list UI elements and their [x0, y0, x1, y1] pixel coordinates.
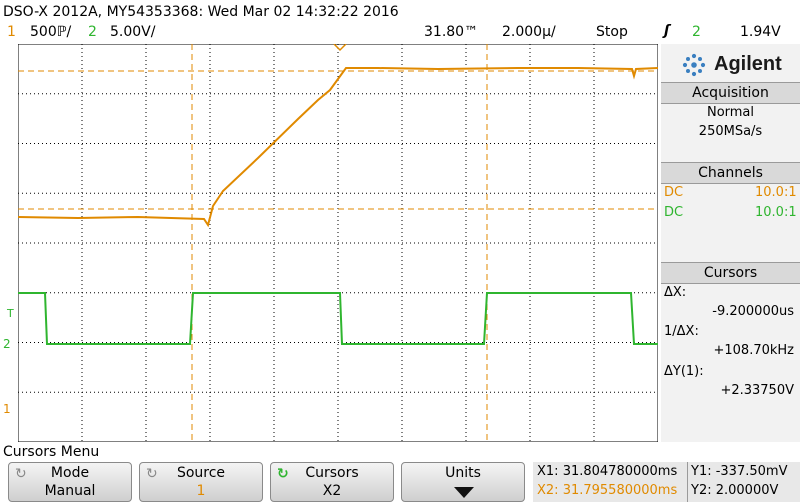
source-softkey[interactable]: ↻ Source 1 — [139, 462, 263, 502]
cursors-softkey[interactable]: ↻ Cursors X2 — [270, 462, 394, 502]
y1-readout: Y1: -337.50mV — [691, 464, 788, 479]
side-panel: Agilent Acquisition Normal 250MSa/s Chan… — [661, 44, 800, 442]
menu-title: Cursors Menu — [3, 444, 100, 460]
source-softkey-label: Source — [176, 465, 226, 481]
cursors-title[interactable]: Cursors — [661, 262, 800, 284]
rotate-knob-icon: ↻ — [146, 466, 158, 482]
ch1-number: 1 — [7, 24, 16, 40]
y2-readout: Y2: 2.00000V — [691, 483, 779, 498]
scope-title: DSO-X 2012A, MY54353368: Wed Mar 02 14:3… — [3, 4, 399, 20]
cursors-softkey-value: X2 — [322, 483, 342, 499]
ch1-ground-marker[interactable]: 1 — [3, 402, 11, 416]
x1-readout: X1: 31.804780000ms — [537, 464, 678, 479]
agilent-spark-icon — [682, 53, 706, 77]
inverse-delta-x-value: +108.70kHz — [713, 343, 794, 358]
agilent-logo: Agilent — [681, 50, 791, 78]
delta-x-value: -9.200000us — [712, 304, 794, 319]
acquisition-title[interactable]: Acquisition — [661, 82, 800, 104]
run-state: Stop — [596, 24, 628, 40]
acquisition-mode: Normal — [706, 105, 755, 120]
units-softkey-label: Units — [445, 465, 481, 481]
mode-softkey-value: Manual — [44, 483, 96, 499]
delta-x-label: ΔX: — [664, 285, 687, 300]
ch1-coupling: DC — [664, 185, 684, 200]
mode-softkey-label: Mode — [50, 465, 90, 481]
readout-divider — [687, 462, 688, 502]
ch1-scale: 500ℙ/ — [30, 24, 72, 40]
cursors-softkey-label: Cursors — [305, 465, 359, 481]
delta-y-label: ΔY(1): — [664, 364, 704, 379]
units-softkey[interactable]: Units — [401, 462, 525, 502]
time-offset: 31.80™ — [424, 24, 479, 40]
submenu-arrow-icon — [454, 487, 474, 498]
ch2-trace — [18, 292, 658, 345]
source-softkey-value: 1 — [196, 483, 206, 499]
acquisition-rate: 250MSa/s — [698, 124, 763, 139]
trigger-position-marker — [333, 44, 347, 52]
channels-title[interactable]: Channels — [661, 162, 800, 184]
active-knob-icon: ↻ — [277, 466, 289, 482]
trigger-level-marker: T — [7, 307, 14, 320]
ch1-probe: 10.0:1 — [755, 185, 797, 200]
mode-softkey[interactable]: ↻ Mode Manual — [8, 462, 132, 502]
x2-readout: X2: 31.795580000ms — [537, 483, 678, 498]
cursor-readout: X1: 31.804780000ms X2: 31.795580000ms Y1… — [533, 462, 800, 502]
time-scale: 2.000µ/ — [502, 24, 556, 40]
rotate-knob-icon: ↻ — [15, 466, 27, 482]
trigger-source: 2 — [692, 24, 701, 40]
ch2-number: 2 — [88, 24, 97, 40]
waveform-display[interactable] — [18, 44, 658, 442]
trigger-edge-icon: ʃ — [664, 23, 670, 39]
ch2-probe: 10.0:1 — [755, 205, 797, 220]
ch1-trace — [18, 67, 658, 228]
ch2-ground-marker[interactable]: 2 — [3, 337, 11, 351]
trigger-level: 1.94V — [740, 24, 781, 40]
delta-y-value: +2.33750V — [720, 383, 794, 398]
brand-name: Agilent — [714, 53, 782, 75]
ch2-scale: 5.00V/ — [110, 24, 156, 40]
ch2-coupling: DC — [664, 205, 684, 220]
inverse-delta-x-label: 1/ΔX: — [664, 324, 699, 339]
